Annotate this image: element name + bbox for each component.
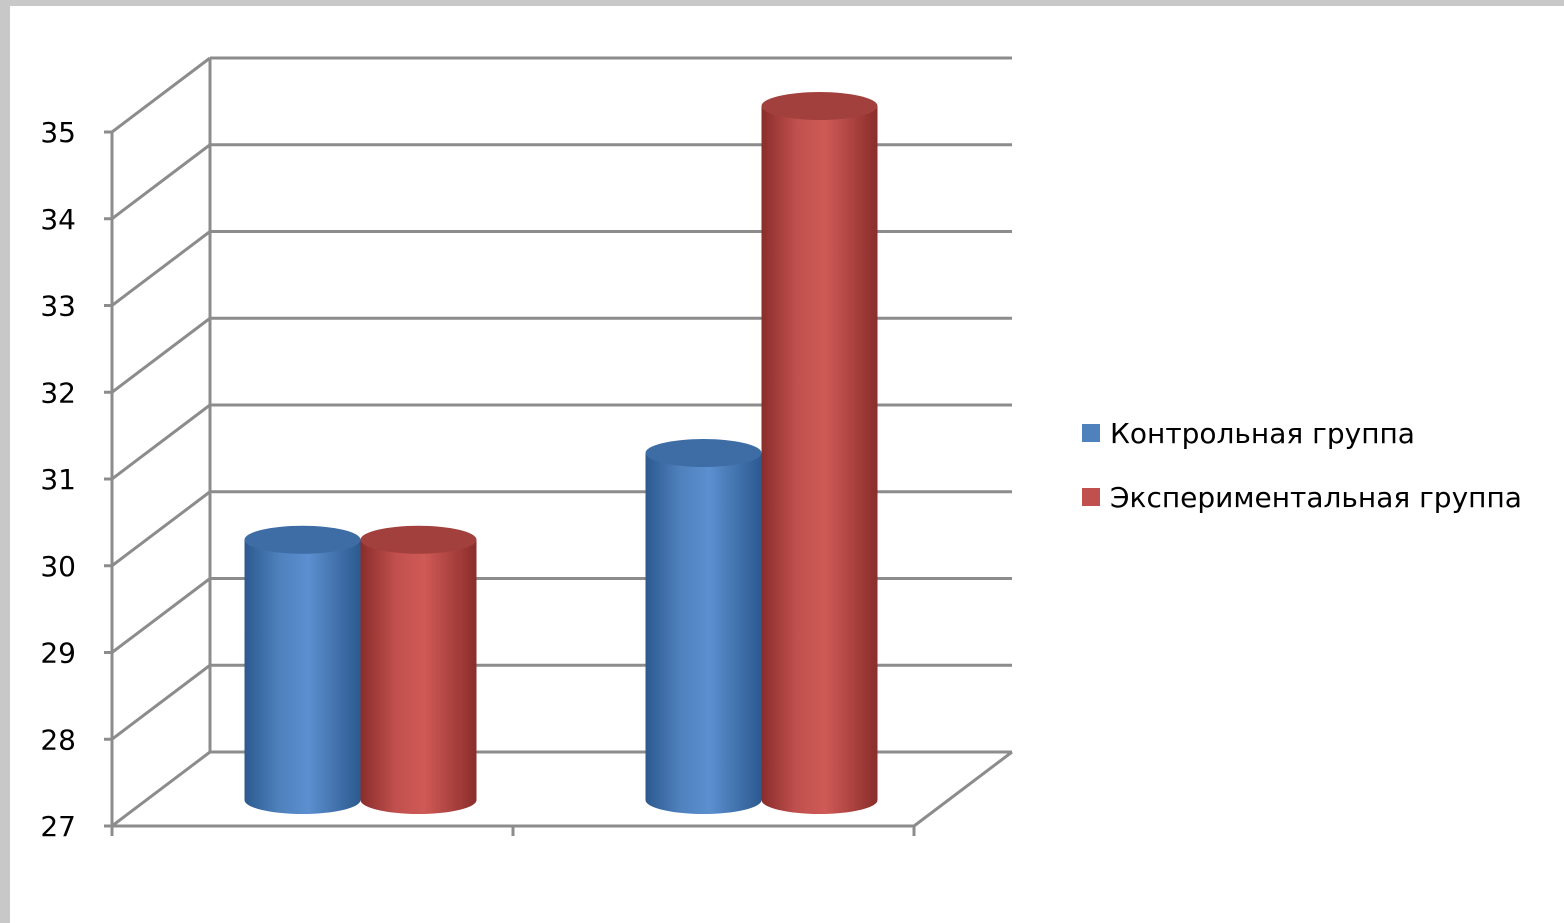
bar [645,439,762,815]
bar-body [360,539,477,815]
y-tick-label: 31 [40,463,76,496]
legend-label: Контрольная группа [1110,417,1415,450]
bar [244,525,361,815]
legend-item: Контрольная группа [1082,417,1415,450]
gridline-side [111,490,211,567]
y-tick-label: 30 [40,550,76,583]
gridline-side [111,577,211,654]
bar-top [761,92,878,120]
gridline-side [111,56,211,134]
bar-body [645,453,762,815]
bar [761,92,878,815]
gridline-side [111,403,211,481]
y-tick-label: 34 [40,203,76,236]
legend-swatch [1082,488,1100,506]
bar-top [360,525,477,554]
gridline-side [111,750,211,828]
legend-swatch [1082,424,1100,442]
y-tick-label: 27 [40,810,76,843]
gridline-side [111,230,211,307]
y-tick-label: 28 [40,723,76,756]
floor-edge [913,750,1013,828]
bar-top [645,439,762,467]
y-tick-label: 32 [40,376,76,409]
y-tick-label: 35 [40,116,76,149]
bar-top [244,525,361,554]
plot-area [244,92,878,815]
legend-label: Экспериментальная группа [1110,481,1522,514]
bar-body [761,106,878,815]
bar [360,525,477,815]
y-tick-label: 33 [40,290,76,323]
gridline-side [111,317,211,394]
y-tick-label: 29 [40,637,76,670]
bar-body [244,539,361,815]
legend: Контрольная группа Экспериментальная груп… [1082,417,1522,514]
legend-item: Экспериментальная группа [1082,481,1522,514]
gridline-side [111,143,211,220]
y-axis: 27 28 29 30 31 32 33 34 35 [40,58,1013,843]
gridline-side [111,664,211,741]
